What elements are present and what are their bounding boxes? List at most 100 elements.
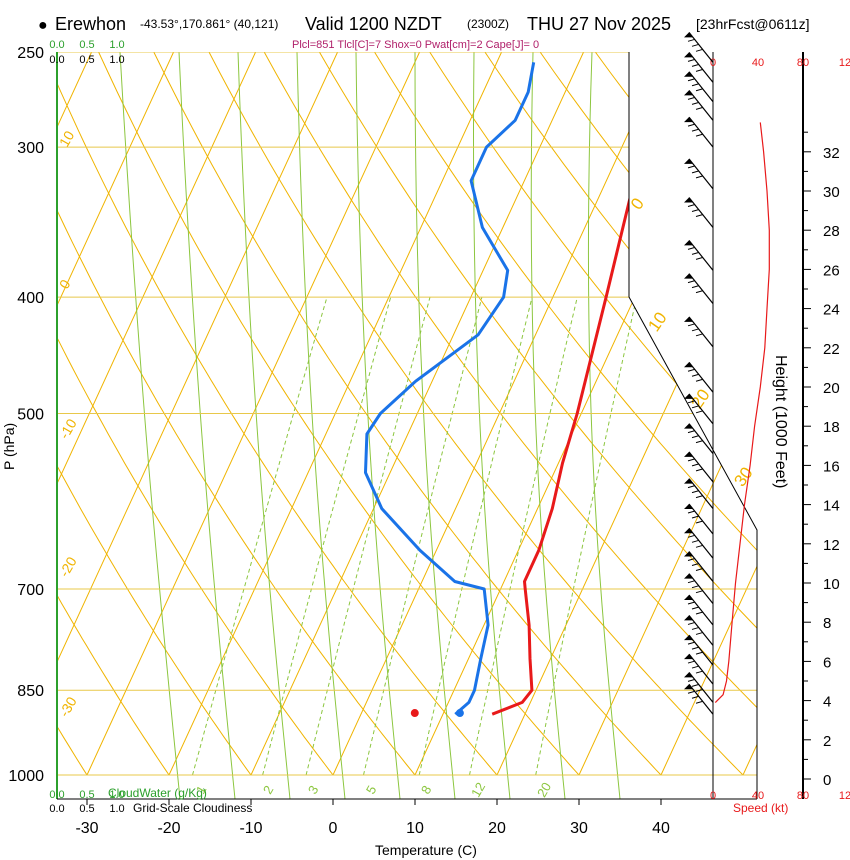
wind-barb-feather xyxy=(695,133,704,137)
wind-barb-pennant xyxy=(684,71,693,77)
height-tick-label: 14 xyxy=(823,498,840,515)
dry-adiabat-line xyxy=(318,52,757,776)
wind-barb-feather xyxy=(695,544,704,548)
speed-tick-top: 40 xyxy=(752,57,764,69)
height-tick-label: 12 xyxy=(823,537,840,554)
wind-barb-feather xyxy=(691,170,700,174)
wind-barb-pennant xyxy=(684,362,693,368)
wind-barb-pennant xyxy=(684,594,693,600)
wind-barb-feather xyxy=(695,106,704,110)
isotherm-line xyxy=(57,52,175,776)
x-axis-title: Temperature (C) xyxy=(375,842,477,858)
wind-barb-feather xyxy=(695,68,704,72)
surface-temperature-dot xyxy=(410,709,419,718)
height-tick-label: 0 xyxy=(823,772,831,789)
cloudiness-tick-bottom: 1.0 xyxy=(109,803,124,815)
wind-barb-feather xyxy=(687,246,696,250)
mixing-ratio-label: 3 xyxy=(305,783,322,797)
wind-barb-pennant xyxy=(684,684,693,690)
height-tick-label: 6 xyxy=(823,654,831,671)
wind-barb-pennant xyxy=(684,423,693,429)
wind-barb-feather xyxy=(691,101,700,105)
wind-barb xyxy=(684,671,714,703)
wind-barb-feather xyxy=(691,695,700,699)
wind-barb-pennant xyxy=(684,654,693,660)
pressure-tick-label: 1000 xyxy=(8,768,44,785)
wind-barb xyxy=(684,361,714,393)
wind-barb xyxy=(684,683,714,715)
dry-adiabat-line xyxy=(153,52,662,776)
wind-barb-feather xyxy=(687,58,696,62)
y-axis-title: P (hPa) xyxy=(1,423,17,470)
wind-barb xyxy=(684,197,714,228)
dry-adiabat-line xyxy=(57,52,416,776)
wind-barb xyxy=(684,116,714,148)
wind-barb xyxy=(684,52,714,83)
wind-barb-pennant xyxy=(684,551,693,557)
wind-barb-feather xyxy=(691,665,700,669)
moist-adiabat-line xyxy=(296,52,346,799)
height-tick-label: 26 xyxy=(823,262,840,279)
speed-tick-bottom: 0 xyxy=(710,790,716,802)
moist-adiabat-line xyxy=(355,52,401,799)
wind-barb-feather xyxy=(695,520,704,524)
sounding-profiles xyxy=(364,62,629,718)
cloudiness-tick-bottom: 0.5 xyxy=(79,803,94,815)
wind-barb-feather xyxy=(691,285,700,289)
wind-barb-feather xyxy=(695,440,704,444)
wind-barb-feather xyxy=(695,48,704,52)
wind-barb xyxy=(684,71,714,103)
wind-barb-pennant xyxy=(684,615,693,621)
height-tick-label: 4 xyxy=(823,694,831,711)
header: ● Erewhon -43.53°,170.861° (40,121) Vali… xyxy=(38,14,810,51)
dry-adiabat-line xyxy=(374,52,757,776)
moist-adiabat-line xyxy=(587,52,621,799)
x-tick-label: 10 xyxy=(406,820,424,837)
mixing-ratio-line xyxy=(418,296,533,776)
wind-barb-pennant xyxy=(684,573,693,579)
wind-barb-feather xyxy=(691,435,700,439)
wind-barb-feather xyxy=(687,621,696,625)
mixing-ratio-line xyxy=(192,296,328,776)
pressure-tick-label: 700 xyxy=(17,582,44,599)
cloudiness-tick-bottom: 0.0 xyxy=(49,803,64,815)
wind-barb-feather xyxy=(687,368,696,372)
speed-axis-title: Speed (kt) xyxy=(733,801,788,815)
wind-barb-feather xyxy=(687,557,696,561)
wind-barb-feather xyxy=(687,510,696,514)
wind-barb-feather xyxy=(691,490,700,494)
height-tick-label: 16 xyxy=(823,458,840,475)
wind-barb-feather xyxy=(687,485,696,489)
wind-barb xyxy=(684,316,714,348)
wind-barb-pennant xyxy=(684,672,693,678)
wind-barb-pennant xyxy=(684,32,693,38)
mixing-ratio-line xyxy=(469,296,578,776)
wind-barb-pennant xyxy=(684,316,693,322)
wind-barb-feather xyxy=(691,585,700,589)
cloudiness-tick-top: 0.5 xyxy=(79,54,94,66)
wind-barb xyxy=(684,273,714,304)
wind-barb-feather xyxy=(695,651,704,655)
wind-speed-profile xyxy=(714,122,770,704)
speed-tick-bottom: 40 xyxy=(752,790,764,802)
wind-barb-feather xyxy=(687,323,696,327)
wind-barb-feather xyxy=(687,660,696,664)
wind-barb-feather xyxy=(691,373,700,377)
surface-dewpoint-dot xyxy=(455,709,464,718)
wind-barb-feather xyxy=(691,209,700,212)
wind-barb-feather xyxy=(687,165,696,169)
x-tick-label: -30 xyxy=(75,820,98,837)
wind-barb xyxy=(684,393,714,425)
dry-adiabat-label: 0 xyxy=(56,277,74,292)
cloudwater-tick-top: 1.0 xyxy=(109,39,124,51)
height-tick-label: 30 xyxy=(823,184,840,201)
mixing-ratio-line xyxy=(262,296,392,776)
moist-adiabat-line xyxy=(237,52,291,799)
parcel-params: Plcl=851 Tlcl[C]=7 Shox=0 Pwat[cm]=2 Cap… xyxy=(292,39,539,51)
wind-barb-feather xyxy=(695,468,704,472)
wind-barb xyxy=(684,653,714,685)
wind-barb-feather xyxy=(691,63,700,67)
speed-tick-top: 0 xyxy=(710,57,716,69)
wind-barb-feather xyxy=(695,333,704,337)
